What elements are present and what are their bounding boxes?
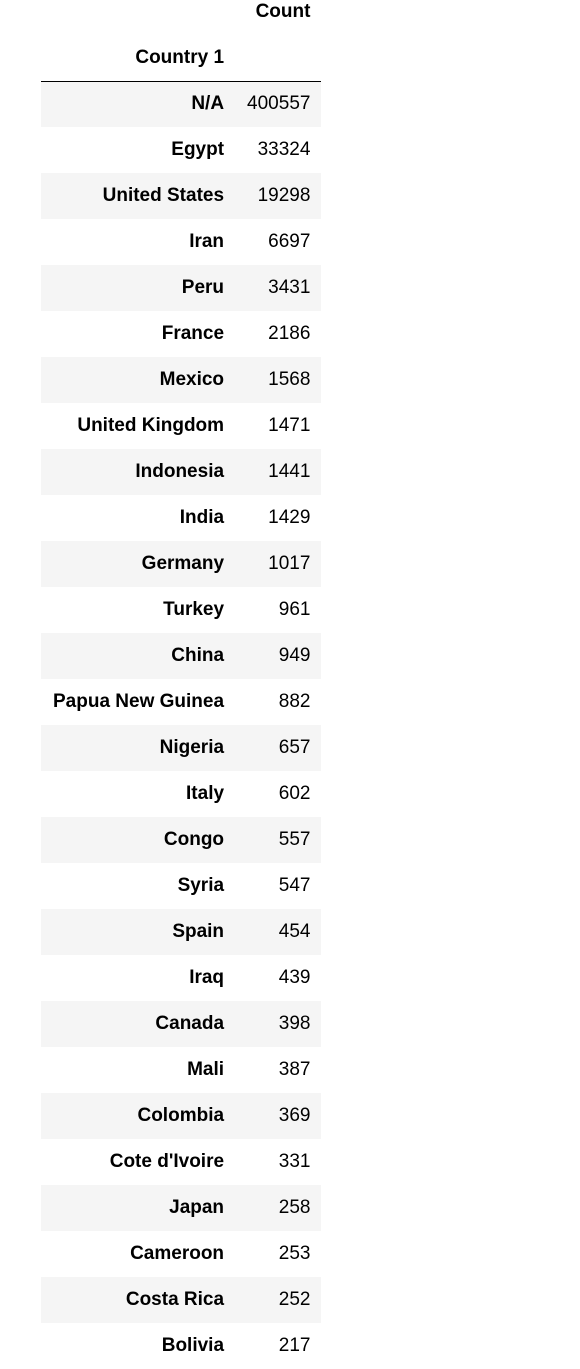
column-header-count: Count: [255, 1, 311, 22]
row-country-label: Papua New Guinea: [53, 691, 225, 712]
row-country-label: Syria: [177, 875, 225, 896]
table-row: Egypt 33324: [41, 127, 322, 173]
row-country-label: France: [161, 323, 225, 344]
row-country-label: Iraq: [189, 967, 225, 988]
row-country-label: United Kingdom: [77, 415, 225, 436]
table-row: N/A 400557: [41, 81, 322, 127]
row-count-value: 33324: [257, 139, 311, 160]
row-country-label: Canada: [155, 1013, 225, 1034]
row-count-value: 217: [278, 1335, 311, 1356]
table-row: Indonesia 1441: [41, 449, 322, 495]
table-row: India 1429: [41, 495, 322, 541]
row-count-value: 369: [278, 1105, 311, 1126]
table-row: Costa Rica 252: [41, 1277, 322, 1323]
row-country-label: Cote d'Ivoire: [109, 1151, 225, 1172]
row-count-value: 949: [278, 645, 311, 666]
table-row: Congo 557: [41, 817, 322, 863]
row-country-label: Colombia: [137, 1105, 225, 1126]
table-row: Nigeria 657: [41, 725, 322, 771]
table-row: Syria 547: [41, 863, 322, 909]
row-count-value: 252: [278, 1289, 311, 1310]
table-row: United Kingdom 1471: [41, 403, 322, 449]
row-count-value: 557: [278, 829, 311, 850]
table-row: Japan 258: [41, 1185, 322, 1231]
row-country-label: Cameroon: [130, 1243, 225, 1264]
table-row: Iran 6697: [41, 219, 322, 265]
table-row: United States 19298: [41, 173, 322, 219]
table-row: France 2186: [41, 311, 322, 357]
row-count-value: 1429: [268, 507, 311, 528]
table-row: China 949: [41, 633, 322, 679]
row-count-value: 331: [278, 1151, 311, 1172]
row-country-label: United States: [102, 185, 225, 206]
table-row: Colombia 369: [41, 1093, 322, 1139]
row-count-value: 1568: [268, 369, 311, 390]
table-row: Turkey 961: [41, 587, 322, 633]
row-count-value: 1017: [268, 553, 311, 574]
row-count-value: 3431: [268, 277, 311, 298]
row-country-label: Peru: [181, 277, 225, 298]
row-country-label: Germany: [141, 553, 225, 574]
table-row: Cameroon 253: [41, 1231, 322, 1277]
index-name-spacer: [235, 35, 322, 82]
row-count-value: 602: [278, 783, 311, 804]
row-count-value: 400557: [247, 93, 311, 115]
table-row: Spain 454: [41, 909, 322, 955]
table-row: Iraq 439: [41, 955, 322, 1001]
row-country-label: India: [179, 507, 225, 528]
row-count-value: 961: [278, 599, 311, 620]
row-country-label: Mali: [187, 1059, 225, 1080]
table-body: N/A 400557 Egypt 33324 United States 19298 Ira…: [41, 81, 322, 1369]
index-name-row: Country 1: [41, 35, 322, 82]
row-count-value: 253: [278, 1243, 311, 1264]
row-country-label: Congo: [163, 829, 225, 850]
row-count-value: 6697: [268, 231, 311, 252]
row-count-value: 1441: [268, 461, 311, 482]
row-count-value: 454: [278, 921, 311, 942]
row-country-label: Egypt: [171, 139, 225, 160]
table-row: Italy 602: [41, 771, 322, 817]
row-country-label: Turkey: [163, 599, 225, 620]
row-country-label: Nigeria: [159, 737, 225, 758]
row-country-label: Iran: [189, 231, 225, 252]
row-country-label: Japan: [169, 1197, 225, 1218]
row-count-value: 1471: [268, 415, 311, 436]
table-header: Count Country 1: [41, 0, 322, 82]
row-count-value: 2186: [268, 323, 311, 344]
table-row: Cote d'Ivoire 331: [41, 1139, 322, 1185]
row-country-label: Spain: [172, 921, 225, 942]
row-country-label: N/A: [191, 93, 225, 115]
header-corner-cell: [41, 0, 235, 35]
row-count-value: 439: [278, 967, 311, 988]
index-name-header: Country 1: [41, 35, 236, 82]
row-country-label: China: [171, 645, 225, 666]
row-country-label: Bolivia: [161, 1335, 225, 1356]
row-country-label: Mexico: [159, 369, 225, 390]
table-row: Bolivia 217: [41, 1323, 322, 1369]
row-count-value: 258: [278, 1197, 311, 1218]
table-row: Mali 387: [41, 1047, 322, 1093]
table-row: Peru 3431: [41, 265, 322, 311]
dataframe-table: Count Country 1 N/A 400557 Egypt 33324 Unite…: [41, 0, 322, 1369]
table-row: Papua New Guinea 882: [41, 679, 322, 725]
table-row: Mexico 1568: [41, 357, 322, 403]
row-country-label: Costa Rica: [125, 1289, 225, 1310]
row-count-value: 19298: [257, 185, 311, 206]
table-row: Canada 398: [41, 1001, 322, 1047]
table-row: Germany 1017: [41, 541, 322, 587]
row-count-value: 657: [278, 737, 311, 758]
column-header-row: Count: [41, 0, 321, 35]
row-country-label: Italy: [186, 783, 225, 804]
row-count-value: 398: [278, 1013, 311, 1034]
row-count-value: 882: [278, 691, 311, 712]
row-count-value: 387: [278, 1059, 311, 1080]
row-count-value: 547: [278, 875, 311, 896]
row-country-label: Indonesia: [135, 461, 225, 482]
